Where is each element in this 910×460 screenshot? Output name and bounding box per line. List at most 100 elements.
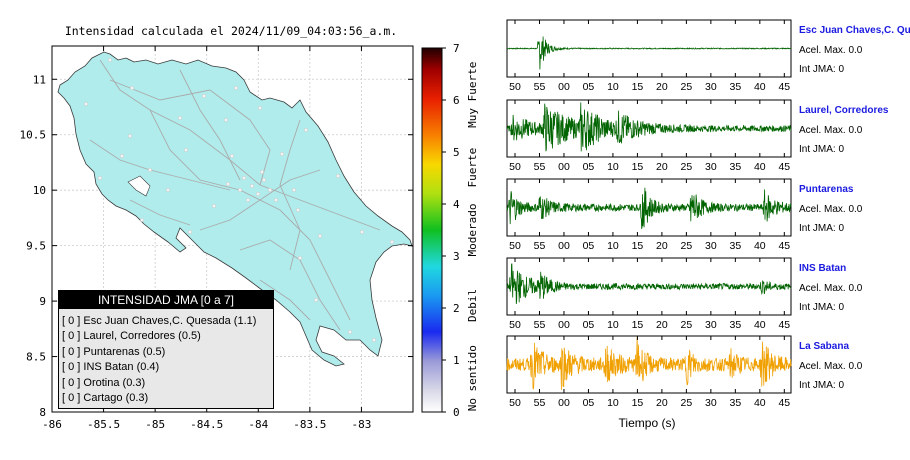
waveform-tick-label: 00 [558, 161, 570, 173]
station-dot [84, 102, 88, 106]
waveform-tick-label: 40 [754, 161, 766, 173]
waveform-tick-label: 10 [607, 81, 619, 93]
station-dot [226, 182, 230, 186]
legend-row: [ 0 ] INS Batan (0.4) [62, 361, 160, 374]
waveform-tick-label: 05 [583, 161, 595, 173]
waveform-tick-label: 35 [730, 240, 742, 252]
waveform-tick-label: 50 [509, 397, 521, 409]
legend-row: [ 0 ] Puntarenas (0.5) [62, 345, 166, 358]
colorbar-tick-label: 4 [453, 198, 460, 211]
waveform-tick-label: 10 [607, 319, 619, 331]
station-dot [318, 234, 322, 238]
waveform-tick-label: 30 [705, 319, 717, 331]
station-dot [246, 198, 250, 202]
map-title: Intensidad calculada el 2024/11/09_04:03… [65, 24, 397, 38]
colorbar-tick-label: 1 [453, 354, 460, 367]
station-dot [268, 188, 272, 192]
waveform-tick-label: 45 [778, 161, 790, 173]
waveform-panel: 50 55 00 05 10 15 20 25 30 35 40 45 Esc Juan Chaves,… [506, 19, 910, 93]
waveform-tick-label: 45 [778, 81, 790, 93]
station-dot [292, 188, 296, 192]
legend-rows: [ 0 ] Esc Juan Chaves,C. Quesada (1.1) [ … [59, 309, 273, 406]
waveform-tick-label: 50 [509, 319, 521, 331]
waveform-panel: 50 55 00 05 10 15 20 25 30 35 40 45 INS Batan Acel. M… [506, 257, 863, 331]
station-dot [256, 192, 260, 196]
station-name: INS Batan [799, 263, 846, 274]
waveform-tick-label: 45 [778, 397, 790, 409]
waveform-tick-label: 40 [754, 397, 766, 409]
waveform-tick-label: 25 [681, 319, 693, 331]
waveform-panel: 50 55 00 05 10 15 20 25 30 35 40 45 Laurel, Corredor… [506, 99, 889, 173]
waveform-tick-label: 35 [730, 319, 742, 331]
road [199, 169, 321, 231]
station-dot [280, 152, 284, 156]
road [279, 119, 301, 271]
station-dot [140, 218, 144, 222]
road [179, 69, 241, 181]
station-dot [108, 58, 112, 62]
station-dot [304, 128, 308, 132]
station-dot [360, 230, 364, 234]
station-dot [230, 154, 234, 158]
waveform-tick-label: 30 [705, 397, 717, 409]
map-x-tick-label: -85 [145, 418, 165, 431]
station-dot [314, 298, 318, 302]
colorbar: 0 1 2 3 4 5 6 7 No sentido Debil Moderado Fuerte Mu… [421, 42, 479, 419]
station-dot [242, 176, 246, 180]
colorbar-category-label: Moderado [466, 204, 479, 257]
waveform-tick-label: 25 [681, 240, 693, 252]
station-dots [84, 58, 394, 342]
station-accel: Acel. Max. 0.0 [799, 283, 863, 294]
map-y-tick-label: 9 [39, 295, 46, 308]
colorbar-category-label: Fuerte [466, 148, 479, 188]
waveform-tick-label: 35 [730, 161, 742, 173]
map-y-tick-label: 11 [33, 73, 46, 86]
waveform-tick-label: 05 [583, 397, 595, 409]
waveform-tick-label: 55 [534, 161, 546, 173]
waveform-tick-label: 30 [705, 240, 717, 252]
station-name: Laurel, Corredores [799, 105, 889, 116]
colorbar-ticks: 0 1 2 3 4 5 6 7 [442, 42, 460, 419]
colorbar-category-label: Debil [466, 289, 479, 322]
waveform-tick-label: 20 [656, 161, 668, 173]
map-y-tick-label: 8.5 [26, 351, 46, 364]
waveform-tick-label: 40 [754, 81, 766, 93]
roads [89, 59, 381, 331]
legend-row: [ 0 ] Orotina (0.3) [62, 376, 146, 389]
station-dot [234, 86, 238, 90]
waveform-x-axis-label: Tiempo (s) [619, 416, 676, 430]
station-dot [120, 154, 124, 158]
waveform-tick-label: 00 [558, 81, 570, 93]
waveform-tick-label: 20 [656, 81, 668, 93]
waveform-trace [506, 102, 792, 152]
legend-row: [ 0 ] Cartago (0.3) [62, 391, 149, 404]
map-x-tick-labels: -86 -85.5 -85 -84.5 -84 -83.5 -83 [42, 418, 371, 431]
station-dot [166, 188, 170, 192]
station-dot [336, 174, 340, 178]
waveform-tick-label: 10 [607, 397, 619, 409]
waveform-tick-label: 50 [509, 161, 521, 173]
waveform-tick-label: 15 [632, 161, 644, 173]
station-accel: Acel. Max. 0.0 [799, 125, 863, 136]
map-x-tick-label: -83.5 [293, 418, 326, 431]
station-dot [212, 204, 216, 208]
road [109, 79, 271, 186]
station-dot [130, 86, 134, 90]
station-intensity: Int JMA: 0 [799, 64, 844, 75]
colorbar-gradient [421, 47, 443, 413]
colorbar-tick-label: 6 [453, 94, 460, 107]
map-ticks [51, 46, 413, 413]
colorbar-category-label: Muy Fuerte [466, 62, 479, 128]
waveform-tick-label: 20 [656, 240, 668, 252]
colorbar-tick-label: 0 [453, 406, 460, 419]
station-name: Esc Juan Chaves,C. Qu [799, 25, 910, 36]
road [259, 279, 311, 321]
waveform-tick-label: 20 [656, 397, 668, 409]
waveform-tick-label: 55 [534, 319, 546, 331]
costa-rica-shape [57, 51, 413, 367]
waveform-tick-label: 05 [583, 240, 595, 252]
legend-header: INTENSIDAD JMA [0 a 7] [59, 291, 273, 309]
map-y-tick-label: 8 [39, 406, 46, 419]
map-y-tick-label: 9.5 [26, 240, 46, 253]
